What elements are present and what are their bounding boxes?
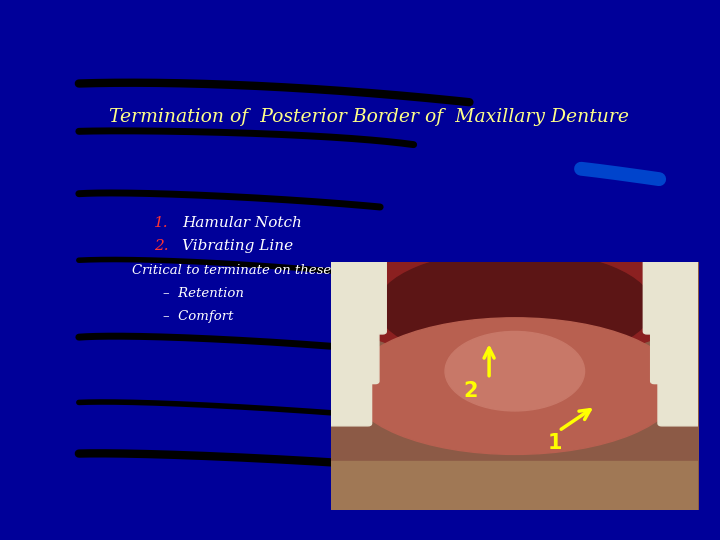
Text: Critical to terminate on these areas of soft displaceable tissue: Critical to terminate on these areas of … <box>132 264 550 277</box>
Bar <box>331 461 698 510</box>
FancyBboxPatch shape <box>658 376 702 426</box>
Ellipse shape <box>377 251 652 362</box>
Text: –  Retention: – Retention <box>163 287 243 300</box>
Text: 1: 1 <box>548 433 562 453</box>
Ellipse shape <box>322 224 708 360</box>
Text: 2: 2 <box>464 381 478 401</box>
FancyBboxPatch shape <box>328 259 386 334</box>
FancyBboxPatch shape <box>328 324 379 383</box>
FancyBboxPatch shape <box>651 324 702 383</box>
Ellipse shape <box>349 318 680 455</box>
FancyBboxPatch shape <box>644 259 702 334</box>
Text: Vibrating Line: Vibrating Line <box>182 239 293 253</box>
Text: 2.: 2. <box>154 239 168 253</box>
Text: –  Comfort: – Comfort <box>163 310 233 323</box>
Ellipse shape <box>445 332 585 411</box>
FancyBboxPatch shape <box>328 376 372 426</box>
Text: Termination of  Posterior Border of  Maxillary Denture: Termination of Posterior Border of Maxil… <box>109 108 629 126</box>
Text: 1.: 1. <box>154 216 168 230</box>
Text: Hamular Notch: Hamular Notch <box>182 216 302 230</box>
